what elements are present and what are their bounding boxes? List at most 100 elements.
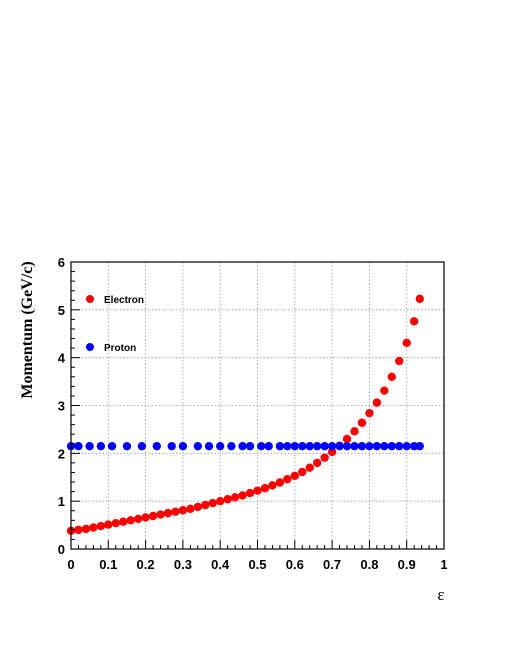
proton-point bbox=[365, 441, 374, 451]
x-tick-label: 1 bbox=[440, 557, 447, 572]
proton-point bbox=[122, 441, 132, 451]
electron-point bbox=[342, 434, 352, 444]
proton-point bbox=[257, 441, 266, 451]
proton-point bbox=[152, 441, 161, 451]
proton-point bbox=[283, 441, 292, 451]
electron-point bbox=[96, 521, 106, 531]
electron-point bbox=[163, 508, 173, 518]
electron-point bbox=[201, 500, 210, 510]
proton-point bbox=[178, 441, 188, 451]
electron-point bbox=[305, 463, 314, 472]
data-points bbox=[66, 294, 424, 536]
y-tick-label: 3 bbox=[58, 399, 65, 414]
electron-point bbox=[402, 338, 411, 348]
x-tick-label: 0.6 bbox=[286, 557, 304, 572]
electron-point bbox=[380, 386, 389, 395]
proton-point bbox=[312, 441, 322, 451]
electron-point bbox=[238, 491, 247, 500]
proton-point bbox=[290, 441, 299, 451]
electron-point bbox=[133, 514, 143, 524]
proton-point bbox=[350, 441, 359, 451]
y-tick-label: 0 bbox=[58, 542, 65, 557]
electron-point bbox=[395, 356, 404, 366]
y-tick-label: 5 bbox=[58, 303, 65, 318]
proton-point bbox=[387, 441, 396, 451]
electron-point bbox=[193, 502, 203, 512]
proton-point bbox=[335, 441, 344, 451]
proton-point bbox=[74, 441, 83, 451]
electron-point bbox=[290, 471, 299, 481]
proton-point bbox=[380, 441, 389, 451]
x-axis-label: ε bbox=[437, 585, 444, 604]
proton-point bbox=[137, 441, 147, 451]
electron-point bbox=[178, 506, 188, 515]
proton-point bbox=[107, 441, 117, 451]
x-tick-label: 0.8 bbox=[360, 557, 378, 572]
legend-label-electron: Electron bbox=[104, 295, 144, 306]
legend: Electron Proton bbox=[86, 295, 144, 354]
electron-point bbox=[275, 478, 285, 487]
series-proton bbox=[66, 441, 424, 451]
electron-point bbox=[156, 510, 165, 519]
legend-marker-proton bbox=[86, 343, 94, 351]
electron-point bbox=[409, 317, 419, 326]
y-tick-label: 6 bbox=[58, 255, 65, 270]
proton-point bbox=[167, 441, 176, 451]
electron-point bbox=[327, 447, 337, 457]
electron-point bbox=[415, 294, 424, 304]
x-tick-label: 0.9 bbox=[398, 557, 416, 572]
proton-point bbox=[96, 441, 106, 451]
electron-point bbox=[89, 523, 98, 532]
legend-label-proton: Proton bbox=[104, 343, 136, 354]
x-tick-label: 0.3 bbox=[174, 557, 192, 572]
x-tick-label: 0.5 bbox=[248, 557, 266, 572]
y-axis-label: Momentum (GeV/c) bbox=[19, 261, 36, 398]
proton-point bbox=[372, 441, 382, 451]
electron-point bbox=[216, 496, 225, 506]
electron-point bbox=[365, 408, 374, 418]
electron-point bbox=[104, 520, 113, 529]
proton-point bbox=[298, 441, 307, 451]
electron-point bbox=[208, 498, 217, 508]
proton-point bbox=[415, 441, 424, 451]
x-tick-label: 0.7 bbox=[323, 557, 341, 572]
electron-point bbox=[260, 484, 270, 493]
proton-point bbox=[245, 441, 255, 451]
electron-point bbox=[141, 513, 150, 522]
legend-marker-electron bbox=[86, 295, 94, 303]
electron-point bbox=[298, 467, 307, 477]
proton-point bbox=[216, 441, 225, 451]
electron-point bbox=[320, 453, 329, 462]
electron-point bbox=[186, 504, 195, 514]
electron-point bbox=[357, 418, 367, 427]
x-tick-label: 0.2 bbox=[137, 557, 155, 572]
x-tick-label: 0.1 bbox=[99, 557, 117, 572]
electron-point bbox=[268, 481, 277, 490]
electron-point bbox=[148, 511, 158, 521]
proton-point bbox=[238, 441, 247, 451]
series-electron bbox=[66, 294, 424, 536]
electron-point bbox=[223, 495, 232, 504]
electron-point bbox=[312, 458, 322, 468]
proton-point bbox=[275, 441, 285, 451]
electron-point bbox=[230, 493, 240, 502]
electron-point bbox=[74, 525, 83, 535]
electron-point bbox=[171, 507, 180, 516]
electron-point bbox=[111, 518, 120, 528]
electron-point bbox=[245, 488, 255, 498]
x-tick-label: 0 bbox=[67, 557, 74, 572]
proton-point bbox=[264, 441, 273, 451]
electron-point bbox=[81, 524, 91, 534]
electron-point bbox=[253, 486, 262, 495]
proton-point bbox=[85, 441, 94, 451]
proton-point bbox=[342, 441, 352, 451]
x-tick-label: 0.4 bbox=[211, 557, 230, 572]
electron-point bbox=[350, 427, 359, 436]
proton-point bbox=[395, 441, 404, 451]
electron-point bbox=[283, 474, 292, 484]
proton-point bbox=[204, 441, 214, 451]
y-tick-label: 2 bbox=[58, 446, 65, 461]
electron-point bbox=[387, 372, 396, 381]
y-tick-label: 4 bbox=[58, 351, 66, 366]
